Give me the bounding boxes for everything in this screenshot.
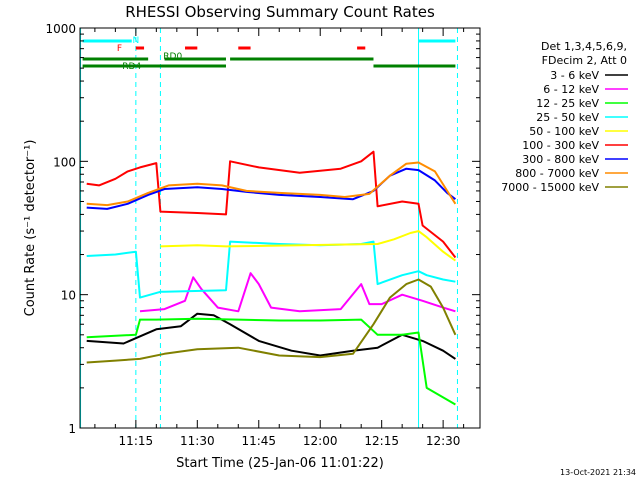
legend-label-1: 6 - 12 keV — [543, 83, 599, 96]
plot-area: NF RD0 RD4 — [80, 28, 458, 428]
series-line-0 — [86, 312, 456, 360]
flag-label-2: RD0 — [163, 52, 182, 62]
flag-label-3: RD4 — [122, 62, 141, 72]
y-axis-ticks: 1 10 100 1000 — [45, 22, 480, 436]
legend-label-7: 800 - 7000 keV — [515, 167, 599, 180]
x-tick-label-3: 12:00 — [303, 434, 338, 448]
plot-frame — [79, 27, 481, 429]
y-tick-label-3: 1000 — [45, 22, 76, 36]
legend-label-0: 3 - 6 keV — [550, 69, 599, 82]
series-line-7 — [86, 161, 457, 207]
footer-timestamp: 13-Oct-2021 21:34 — [560, 468, 636, 477]
series-line-2 — [86, 317, 456, 406]
x-tick-label-4: 12:15 — [364, 434, 399, 448]
legend-label-4: 50 - 100 keV — [529, 125, 599, 138]
legend-header-line-1: Det 1,3,4,5,6,9, — [541, 40, 627, 53]
series-line-1 — [139, 272, 456, 313]
legend-label-5: 100 - 300 keV — [522, 139, 599, 152]
flag-label-0: N — [132, 36, 139, 46]
flag-label-1: F — [117, 44, 122, 54]
legend-label-2: 12 - 25 keV — [536, 97, 599, 110]
legend-label-6: 300 - 800 keV — [522, 153, 599, 166]
chart-title: RHESSI Observing Summary Count Rates — [125, 3, 435, 21]
y-tick-label-1: 10 — [61, 289, 76, 303]
legend-label-3: 25 - 50 keV — [536, 111, 599, 124]
legend: Det 1,3,4,5,6,9, FDecim 2, Att 0 3 - 6 k… — [501, 40, 628, 194]
y-tick-label-2: 100 — [53, 155, 76, 169]
legend-header-line-2: FDecim 2, Att 0 — [542, 54, 627, 67]
x-tick-label-2: 11:45 — [241, 434, 276, 448]
series-line-6 — [86, 167, 457, 210]
series-line-5 — [86, 150, 457, 259]
x-axis-label: Start Time (25-Jan-06 11:01:22) — [176, 456, 384, 471]
x-tick-label-1: 11:30 — [180, 434, 215, 448]
series-line-8 — [86, 278, 457, 364]
x-tick-label-5: 12:30 — [426, 434, 461, 448]
legend-label-8: 7000 - 15000 keV — [501, 181, 599, 194]
y-tick-label-0: 1 — [68, 422, 76, 436]
series-line-4 — [160, 230, 456, 262]
x-tick-label-0: 11:15 — [119, 434, 154, 448]
x-axis-ticks: 11:15 11:30 11:45 12:00 12:15 12:30 — [94, 28, 465, 448]
y-axis-label: Count Rate (s⁻¹ detector⁻¹) — [23, 140, 38, 317]
